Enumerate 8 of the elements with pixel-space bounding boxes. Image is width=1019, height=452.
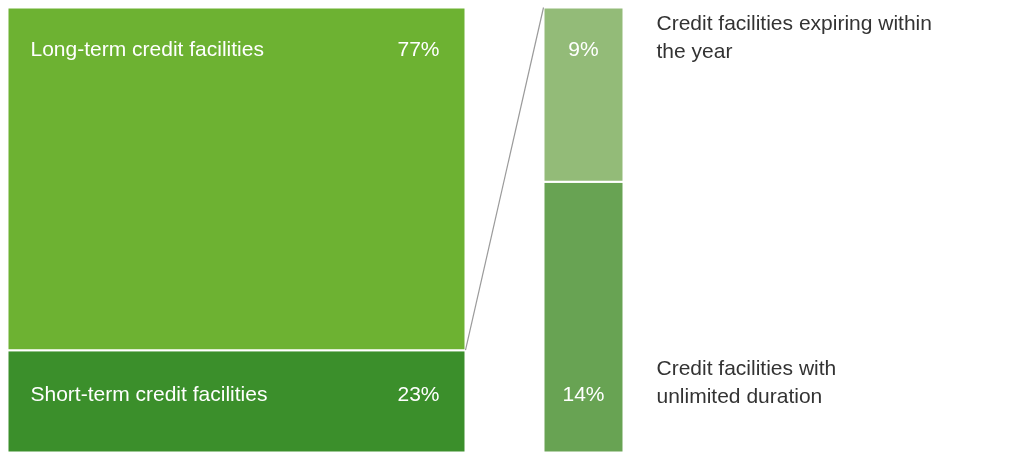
series-label: Short-term credit facilities (30, 382, 268, 405)
data-label: 23% (397, 382, 440, 405)
data-label: 9% (568, 37, 599, 60)
series-label: Long-term credit facilities (30, 37, 264, 60)
series-label: Credit facilities with unlimited duration (656, 355, 837, 408)
data-label: 14% (562, 382, 605, 405)
series-label: Credit facilities expiring within the year (656, 10, 932, 63)
data-label: 77% (397, 37, 440, 60)
